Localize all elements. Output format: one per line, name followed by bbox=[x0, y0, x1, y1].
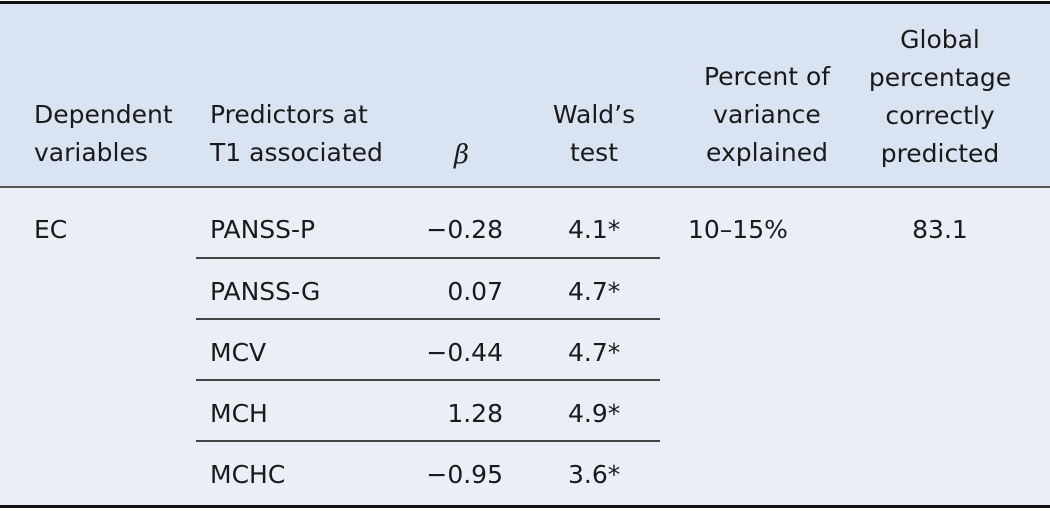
predictor-cell: PANSS-P bbox=[210, 215, 316, 244]
header-walds-test: Wald’s test bbox=[552, 100, 636, 167]
row-divider bbox=[196, 379, 660, 381]
dependent-variable-ec: EC bbox=[34, 215, 68, 244]
beta-cell: 0.07 bbox=[447, 277, 503, 306]
beta-cell: −0.28 bbox=[426, 215, 503, 244]
beta-cell: −0.44 bbox=[426, 338, 503, 367]
predictor-cell: MCV bbox=[210, 338, 267, 367]
header-percent-variance: Percent of variance explained bbox=[703, 62, 831, 167]
bottom-rule bbox=[0, 505, 1050, 508]
predictor-cell: MCH bbox=[210, 399, 268, 428]
predictor-cell: MCHC bbox=[210, 460, 286, 489]
beta-cell: −0.95 bbox=[426, 460, 503, 489]
header-global-percentage: Global percentage correctly predicted bbox=[868, 25, 1012, 168]
header-background bbox=[0, 4, 1050, 187]
percent-variance-value: 10–15% bbox=[688, 215, 788, 244]
row-divider bbox=[196, 318, 660, 320]
body-background bbox=[0, 187, 1050, 505]
global-percentage-value: 83.1 bbox=[912, 215, 968, 244]
header-dependent-variables: Dependent variables bbox=[34, 100, 173, 167]
wald-cell: 4.1* bbox=[568, 215, 621, 244]
wald-cell: 3.6* bbox=[568, 460, 621, 489]
row-divider bbox=[196, 440, 660, 442]
beta-cell: 1.28 bbox=[447, 399, 503, 428]
wald-cell: 4.7* bbox=[568, 338, 621, 367]
header-predictors: Predictors at T1 associated bbox=[210, 100, 383, 167]
predictor-cell: PANSS-G bbox=[210, 277, 321, 306]
header-beta: β bbox=[454, 140, 470, 170]
row-divider bbox=[196, 257, 660, 259]
wald-cell: 4.7* bbox=[568, 277, 621, 306]
header-rule bbox=[0, 186, 1050, 188]
wald-cell: 4.9* bbox=[568, 399, 621, 428]
top-rule bbox=[0, 1, 1050, 4]
